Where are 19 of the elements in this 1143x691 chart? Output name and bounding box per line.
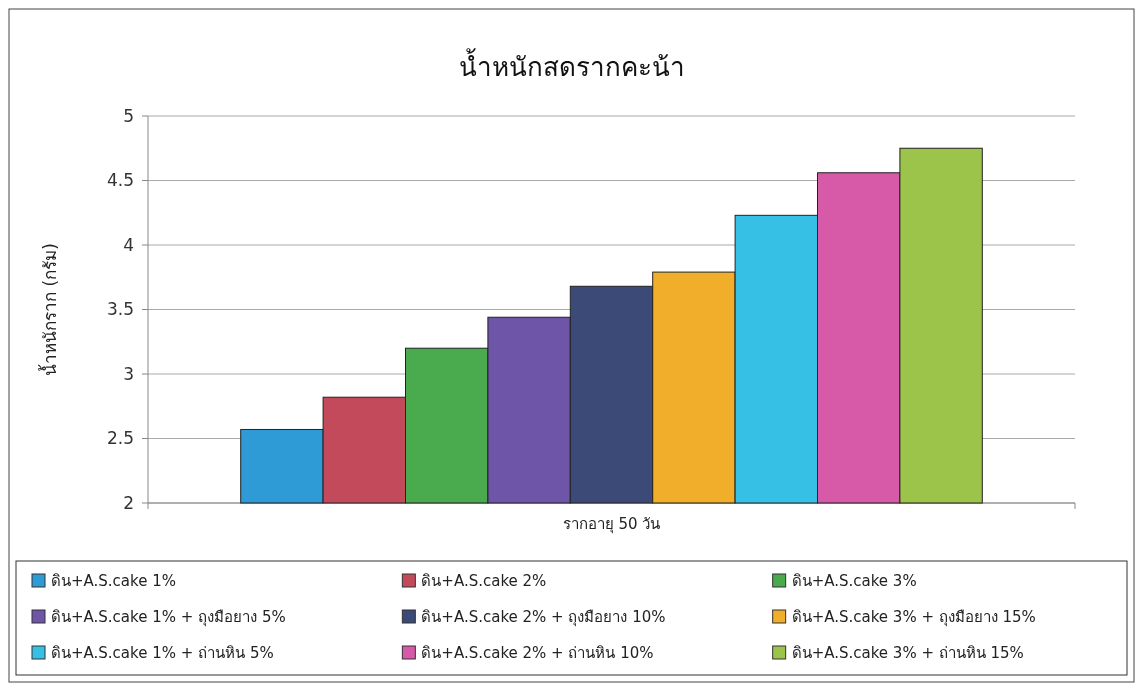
y-tick-label: 4.5	[106, 170, 134, 191]
y-tick-label: 3	[123, 363, 134, 384]
chart-title: น้ำหนักสดรากคะน้า	[458, 48, 685, 82]
legend-label: ดิน+A.S.cake 1% + ถุงมือยาง 5%	[51, 608, 286, 628]
legend-label: ดิน+A.S.cake 3% + ถ่านหิน 15%	[791, 644, 1024, 663]
legend-label: ดิน+A.S.cake 1% + ถ่านหิน 5%	[51, 644, 274, 663]
legend-label: ดิน+A.S.cake 2% + ถ่านหิน 10%	[421, 644, 654, 663]
y-axis-title: น้ำหนักราก (กรัม)	[38, 243, 60, 376]
legend-label: ดิน+A.S.cake 1%	[51, 572, 177, 591]
legend-label: ดิน+A.S.cake 2%	[421, 572, 547, 591]
legend-label: ดิน+A.S.cake 3%	[791, 572, 917, 591]
x-tick-label: รากอายุ 50 วัน	[562, 515, 661, 534]
y-tick-label: 3.5	[106, 299, 134, 320]
y-tick-label: 2	[123, 492, 134, 513]
y-tick-label: 2.5	[106, 428, 134, 449]
y-tick-label: 5	[123, 105, 134, 126]
y-tick-label: 4	[123, 234, 134, 255]
legend-label: ดิน+A.S.cake 3% + ถุงมือยาง 15%	[791, 608, 1036, 628]
legend-label: ดิน+A.S.cake 2% + ถุงมือยาง 10%	[421, 608, 666, 628]
